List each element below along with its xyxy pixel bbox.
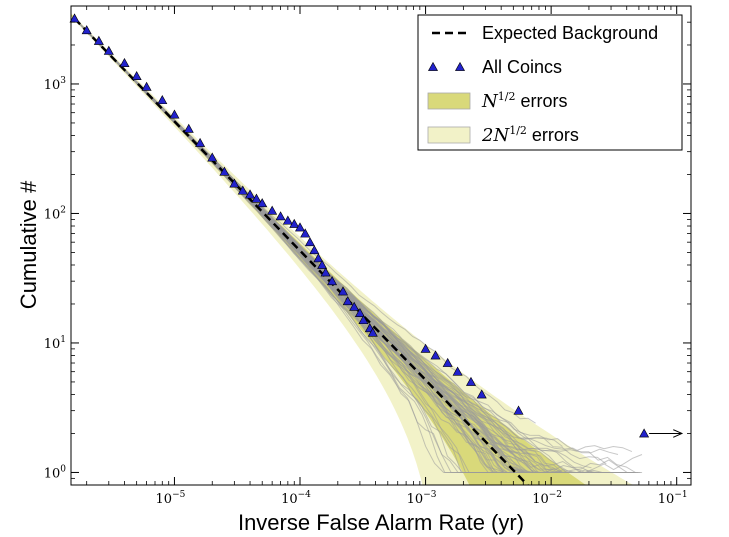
x-tick-label: 10−2 xyxy=(532,490,562,507)
coinc-point xyxy=(219,166,230,176)
legend-label-band2: 2N1/2 errors xyxy=(481,124,579,146)
coinc-point xyxy=(452,366,463,376)
x-axis-ticks: 10−5 10−4 10−3 10−2 10−1 xyxy=(86,6,688,507)
coinc-point xyxy=(141,81,152,91)
coinc-point xyxy=(465,376,477,386)
coinc-point xyxy=(513,405,524,415)
coinc-point xyxy=(327,276,338,286)
x-tick-label: 10−5 xyxy=(156,490,186,507)
coinc-point xyxy=(420,343,431,353)
coinc-point xyxy=(476,389,487,399)
coinc-point xyxy=(103,45,114,55)
legend: Expected Background All Coincs N1/2 errors… xyxy=(417,14,683,151)
coinc-point xyxy=(313,253,324,263)
coinc-point xyxy=(195,137,206,147)
coinc-point xyxy=(358,315,369,325)
coinc-point xyxy=(337,286,349,296)
coinc-point xyxy=(430,350,441,360)
coinc-point xyxy=(309,245,320,255)
y-axis-ticks: 100 101 102 103 xyxy=(44,5,691,486)
y-tick-label: 103 xyxy=(44,76,67,93)
x-axis-label: Inverse False Alarm Rate (yr) xyxy=(238,510,524,535)
coinc-point xyxy=(169,109,180,119)
x-tick-label: 10−3 xyxy=(407,490,437,507)
legend-swatch-band2 xyxy=(427,126,471,144)
legend-label-band1: N1/2 errors xyxy=(481,90,567,112)
coinc-point xyxy=(320,267,331,277)
all-coincs-series xyxy=(69,13,650,438)
coinc-point xyxy=(131,70,142,81)
plot-frame xyxy=(70,5,692,486)
coinc-point xyxy=(81,25,92,35)
coinc-point xyxy=(157,95,168,105)
expected-background-line xyxy=(73,17,529,485)
coinc-point xyxy=(183,123,194,133)
coinc-point xyxy=(282,215,293,225)
coinc-point xyxy=(295,222,306,232)
coinc-point xyxy=(342,296,353,306)
coinc-point xyxy=(251,193,262,203)
coinc-point xyxy=(300,228,311,238)
coinc-point xyxy=(639,428,650,438)
legend-swatch-coincs xyxy=(427,61,439,71)
coinc-point xyxy=(354,307,365,318)
coinc-point xyxy=(245,189,256,199)
y-axis-label: Cumulative # xyxy=(16,180,41,309)
coinc-point xyxy=(207,152,218,162)
coinc-point xyxy=(237,185,248,195)
y-tick-label: 101 xyxy=(44,335,66,352)
legend-swatch-coincs xyxy=(454,61,466,71)
coinc-point xyxy=(442,357,453,367)
coinc-point xyxy=(304,237,315,247)
coinc-point xyxy=(317,259,328,269)
coinc-point xyxy=(349,301,360,311)
y-tick-label: 102 xyxy=(44,205,66,222)
coinc-point xyxy=(367,327,378,337)
legend-label-expected: Expected Background xyxy=(482,23,658,43)
legend-swatch-band1 xyxy=(427,92,471,110)
coinc-point xyxy=(267,205,278,215)
coinc-point xyxy=(119,57,130,67)
coinc-point xyxy=(275,211,286,221)
y-tick-label: 100 xyxy=(44,464,67,481)
x-tick-label: 10−4 xyxy=(281,490,311,507)
coinc-point xyxy=(93,35,104,45)
coinc-point xyxy=(289,218,300,228)
expected-background xyxy=(73,17,529,485)
coinc-point xyxy=(229,178,240,188)
x-tick-label: 10−1 xyxy=(658,490,688,507)
coinc-point xyxy=(257,198,268,208)
legend-label-coincs: All Coincs xyxy=(482,57,562,77)
